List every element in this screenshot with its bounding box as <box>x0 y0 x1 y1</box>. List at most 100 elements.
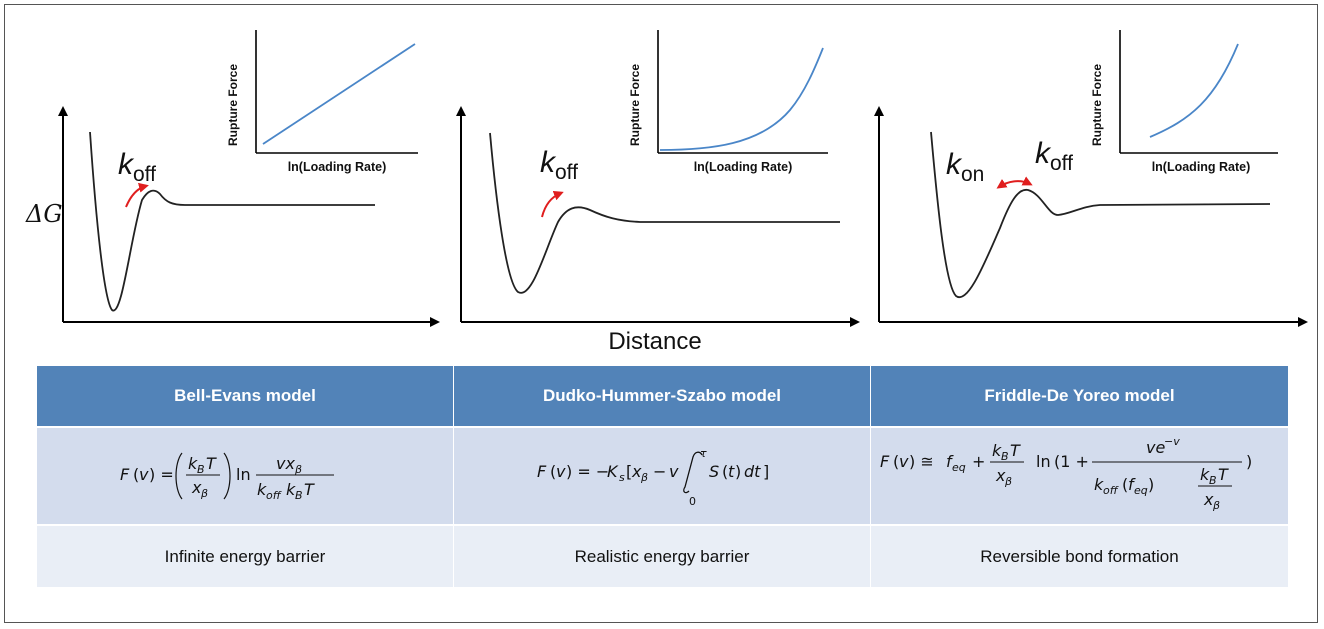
svg-text:v: v <box>899 452 909 471</box>
svg-text:β: β <box>1212 499 1220 512</box>
panel-2-inset-y-label: Rupture Force <box>628 63 642 146</box>
svg-text:s: s <box>619 471 625 484</box>
panel-3-rate-label-koff: koff <box>1035 137 1073 175</box>
svg-text:0: 0 <box>689 495 696 508</box>
svg-text:(: ( <box>893 452 899 471</box>
svg-text:x: x <box>995 466 1006 485</box>
panel-3-rate-label-kon: kon <box>946 148 985 186</box>
svg-text:β: β <box>1004 475 1012 488</box>
panel-3-inset <box>1119 30 1278 154</box>
svg-text:) = −: ) = − <box>566 462 609 481</box>
svg-text:k: k <box>257 480 267 499</box>
panel-1-inset-y-label: Rupture Force <box>226 63 240 146</box>
svg-text:eq: eq <box>1134 484 1148 497</box>
svg-text:B: B <box>295 489 303 502</box>
svg-text:k: k <box>992 441 1002 460</box>
svg-text:B: B <box>197 463 205 476</box>
description-bell-evans: Infinite energy barrier <box>36 524 454 587</box>
svg-text:x: x <box>1203 490 1214 509</box>
panel-3-inset-y-label: Rupture Force <box>1090 63 1104 146</box>
svg-text:f: f <box>946 452 954 471</box>
svg-text:(: ( <box>1122 475 1128 494</box>
svg-text:(: ( <box>133 465 139 484</box>
panel-1-axes <box>58 106 440 327</box>
panel-1-rate-label-koff: koff <box>118 148 156 186</box>
svg-text:): ) <box>735 462 741 481</box>
svg-text:) ≅: ) ≅ <box>909 452 934 471</box>
panel-2-inset-curve <box>659 47 824 151</box>
svg-text:T: T <box>1010 441 1021 460</box>
panel-1-inset-x-label: ln(Loading Rate) <box>287 160 387 174</box>
table-description-row: Infinite energy barrier Realistic energy… <box>36 524 1289 587</box>
header-friddle-de-yoreo: Friddle-De Yoreo model <box>870 366 1289 427</box>
panel-2-inset-x-label: ln(Loading Rate) <box>693 160 793 174</box>
svg-text:β: β <box>294 463 302 476</box>
svg-text:v: v <box>556 462 566 481</box>
svg-text:off: off <box>1103 484 1119 497</box>
svg-text:(: ( <box>550 462 556 481</box>
svg-text:v: v <box>139 465 149 484</box>
description-friddle-de-yoreo: Reversible bond formation <box>870 524 1289 587</box>
svg-text:F: F <box>120 465 130 484</box>
svg-text:vx: vx <box>276 454 295 473</box>
svg-text:F: F <box>537 462 547 481</box>
svg-text:eq: eq <box>952 461 966 474</box>
panel-1-inset <box>255 30 418 154</box>
svg-text:(: ( <box>722 462 728 481</box>
svg-text:k: k <box>188 454 198 473</box>
header-dudko-hummer-szabo: Dudko-Hummer-Szabo model <box>453 366 871 427</box>
panel-1-inset-curve <box>262 43 416 145</box>
panel-2-energy-curve <box>489 132 840 294</box>
svg-text:ln: ln <box>236 465 251 484</box>
svg-text:x: x <box>191 478 202 497</box>
panel-2-rate-label-koff: koff <box>540 146 578 184</box>
svg-text:β: β <box>200 487 208 500</box>
table-header-row: Bell-Evans model Dudko-Hummer-Szabo mode… <box>36 366 1289 427</box>
description-dudko-hummer-szabo: Realistic energy barrier <box>453 524 871 587</box>
svg-text:+: + <box>972 452 985 471</box>
model-comparison-table: Bell-Evans model Dudko-Hummer-Szabo mode… <box>36 366 1289 587</box>
svg-text:[: [ <box>626 462 632 481</box>
svg-text:ve: ve <box>1146 438 1165 457</box>
panel-2-axes <box>456 106 860 327</box>
svg-text:τ: τ <box>700 447 707 460</box>
svg-text:x: x <box>631 462 642 481</box>
panel-3-kon-koff-arrow <box>996 176 1033 189</box>
svg-text:T: T <box>206 454 217 473</box>
svg-text:off: off <box>266 489 282 502</box>
svg-text:v: v <box>669 462 679 481</box>
panel-2-inset <box>657 30 828 154</box>
svg-text:) =: ) = <box>149 465 174 484</box>
svg-text:k: k <box>1200 465 1210 484</box>
svg-text:): ) <box>1246 452 1252 471</box>
svg-text:S: S <box>709 462 719 481</box>
panel-3-energy-curve <box>930 131 1271 299</box>
panel-3-inset-x-label: ln(Loading Rate) <box>1151 160 1251 174</box>
energy-landscape-plots <box>58 30 1308 327</box>
svg-text:f: f <box>1128 475 1136 494</box>
svg-text:]: ] <box>763 462 769 481</box>
panel-3-inset-curve <box>1149 43 1239 138</box>
svg-text:(1 +: (1 + <box>1054 452 1089 471</box>
y-axis-label: ΔG <box>26 200 63 228</box>
svg-text:−: − <box>653 462 666 481</box>
svg-text:β: β <box>640 471 648 484</box>
svg-text:B: B <box>1001 450 1009 463</box>
svg-text:T: T <box>304 480 315 499</box>
svg-text:k: k <box>286 480 296 499</box>
svg-text:): ) <box>1148 475 1154 494</box>
header-bell-evans: Bell-Evans model <box>36 366 454 427</box>
svg-text:F: F <box>880 452 890 471</box>
panel-2-koff-arrow <box>541 190 564 218</box>
svg-text:−v: −v <box>1164 435 1180 448</box>
svg-text:dt: dt <box>744 462 761 481</box>
x-axis-label: Distance <box>608 328 702 355</box>
svg-text:T: T <box>1218 465 1229 484</box>
svg-text:t: t <box>728 462 735 481</box>
panel-1-koff-arrow <box>125 182 149 208</box>
